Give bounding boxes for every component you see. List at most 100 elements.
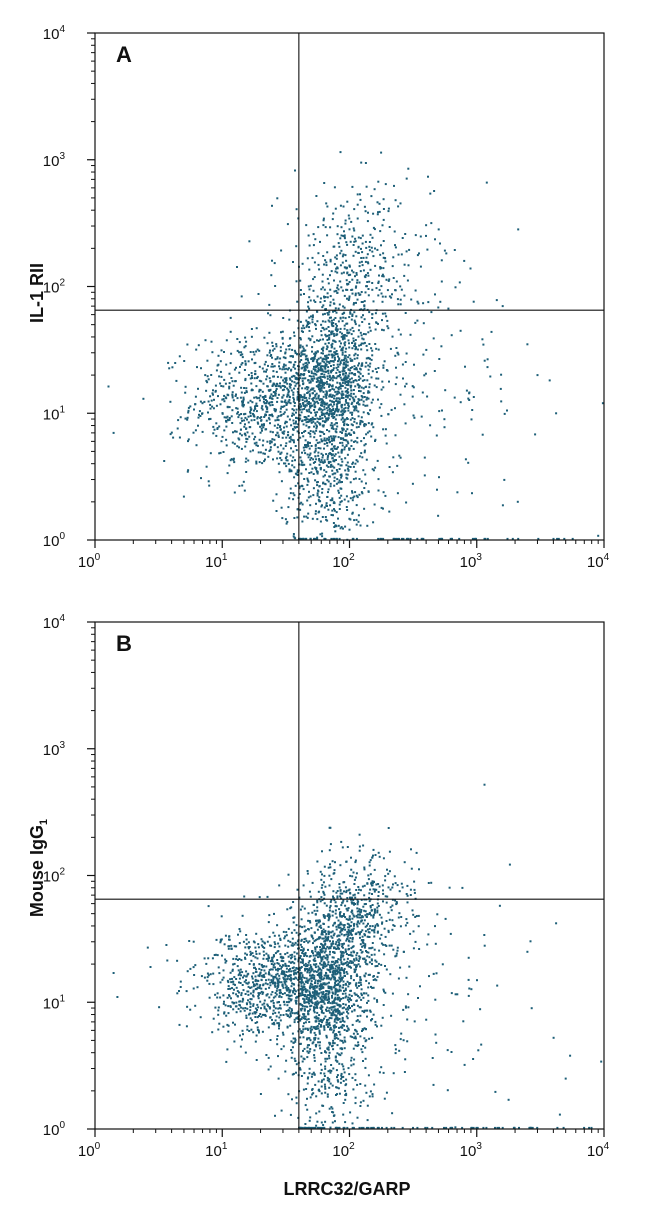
panel-b-event-point	[236, 965, 239, 968]
panel-a-event-point	[490, 330, 493, 333]
panel-b-event-point	[246, 1007, 249, 1010]
panel-a-event-point	[271, 341, 274, 344]
panel-a-event-point	[277, 436, 280, 438]
panel-a-event-point	[240, 434, 243, 437]
panel-b-event-point	[303, 995, 306, 998]
panel-b-event-point	[308, 971, 311, 974]
panel-a-event-point	[324, 320, 327, 323]
panel-a-event-point	[483, 359, 486, 362]
panel-a-event-point	[355, 368, 358, 371]
panel-a-event-point	[317, 370, 320, 373]
panel-a-event-point	[301, 353, 304, 356]
panel-a-event-point	[384, 494, 387, 497]
panel-a-event-point	[184, 417, 187, 420]
panel-b-event-point	[241, 1038, 243, 1041]
panel-a-event-point	[408, 248, 411, 251]
panel-a-event-point	[311, 517, 314, 520]
panel-a-event-point	[316, 400, 319, 403]
panel-b-event-point	[246, 982, 249, 985]
panel-a-event-point	[359, 193, 361, 196]
panel-a-event-point	[394, 289, 397, 292]
panel-a-event-point	[284, 386, 287, 388]
panel-b-event-point	[239, 1034, 241, 1037]
panel-b-event-point	[370, 1019, 373, 1022]
panel-a-event-point	[345, 495, 348, 498]
panel-a-event-point	[215, 434, 218, 437]
panel-a-event-point	[337, 288, 340, 291]
panel-b-event-point	[304, 1017, 307, 1020]
panel-b-event-point	[302, 1013, 305, 1016]
panel-a-event-point	[371, 317, 374, 319]
panel-a-event-point	[227, 419, 230, 422]
panel-a-event-point	[365, 344, 368, 347]
panel-b-event-point	[290, 979, 293, 982]
panel-a-event-point	[269, 422, 271, 425]
panel-a-event-point	[312, 278, 315, 281]
panel-a-event-point	[308, 375, 311, 377]
panel-a-event-point	[262, 452, 265, 455]
panel-a-event-point	[341, 320, 344, 323]
panel-b-event-point	[359, 979, 362, 981]
panel-a-event-point	[360, 398, 363, 401]
panel-a-event-point	[215, 369, 218, 372]
panel-b-event-point	[268, 935, 271, 938]
panel-a-event-point	[364, 443, 367, 446]
panel-a-event-point	[279, 382, 281, 385]
panel-a-event-point	[318, 422, 321, 425]
panel-a-event-point	[290, 369, 292, 372]
panel-a-event-point	[314, 479, 317, 482]
panel-a-event-point	[288, 396, 291, 399]
panel-b-event-point	[287, 997, 290, 1000]
panel-b-event-point	[340, 967, 343, 969]
panel-a-event-point	[295, 411, 297, 414]
panel-a-event-point	[349, 497, 352, 500]
panel-a-event-point	[243, 419, 246, 422]
panel-a-event-point	[311, 316, 314, 319]
panel-b-event-point	[353, 963, 356, 966]
panel-a-event-point	[307, 337, 310, 340]
panel-a-event-point	[344, 525, 347, 528]
panel-a-event-point	[366, 281, 369, 283]
panel-b-event-point	[344, 996, 347, 999]
panel-a-event-point	[358, 265, 361, 268]
panel-a-event-point	[344, 386, 347, 389]
panel-a-event-point	[301, 396, 304, 398]
panel-a-event-point	[333, 358, 336, 361]
panel-a-event-point	[293, 404, 296, 407]
panel-a-event-point	[322, 327, 325, 329]
panel-a-event-point	[308, 447, 311, 450]
panel-b-event-point	[344, 950, 347, 953]
panel-a-event-point	[355, 347, 357, 350]
panel-b-event-point	[303, 1072, 306, 1075]
panel-b-event-point	[284, 975, 287, 978]
panel-a-event-point	[327, 313, 330, 316]
panel-b-event-point	[314, 985, 317, 987]
panel-a-event-point	[355, 409, 358, 412]
panel-b-event-point	[300, 1018, 303, 1020]
panel-a-event-point	[241, 353, 244, 356]
panel-a-event-point	[187, 406, 190, 409]
panel-b-event-point	[313, 909, 316, 912]
panel-b-event-point	[315, 970, 318, 973]
panel-a-event-point	[304, 377, 307, 380]
panel-a-event-point	[316, 470, 319, 473]
panel-a-event-point	[354, 477, 357, 480]
panel-b-event-point	[278, 968, 280, 971]
panel-a-event-point	[342, 253, 345, 256]
panel-b-event-point	[342, 970, 345, 973]
panel-b-event-point	[234, 1023, 236, 1026]
panel-b-event-point	[277, 985, 280, 988]
panel-a-event-point	[343, 498, 346, 501]
panel-a-event-point	[341, 332, 343, 335]
panel-a-event-point	[354, 352, 357, 355]
panel-a-event-point	[382, 218, 385, 221]
panel-b-event-point	[320, 951, 323, 954]
panel-a-event-point	[399, 202, 402, 205]
panel-a-event-point	[320, 389, 323, 392]
panel-a-event-point	[324, 226, 327, 229]
panel-b-event-point	[376, 999, 378, 1002]
panel-a-event-point	[322, 352, 324, 355]
panel-a-event-point	[363, 341, 366, 344]
panel-b-event-point	[333, 1037, 336, 1040]
panel-a-event-point	[438, 410, 441, 413]
